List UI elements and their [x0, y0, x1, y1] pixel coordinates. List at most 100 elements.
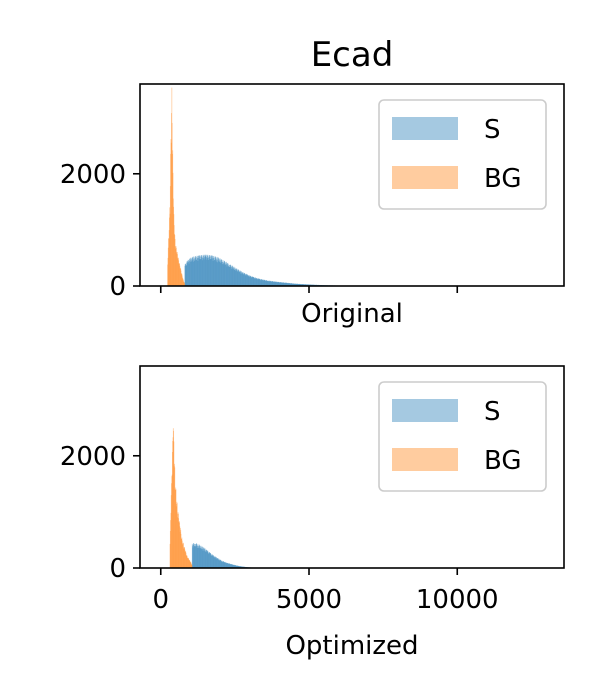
histogram-bar-s	[241, 271, 242, 286]
histogram-bar-s	[285, 282, 287, 286]
histogram-bar-s	[263, 279, 265, 286]
histogram-bar-s	[197, 260, 199, 286]
histogram-bar-s	[215, 258, 217, 286]
histogram-bar-s	[301, 284, 303, 286]
histogram-bar-bg	[181, 537, 183, 568]
histogram-bar-s	[305, 284, 307, 286]
histogram-bar-s	[290, 283, 292, 286]
histogram-bar-bg	[177, 517, 178, 568]
histogram-bar-s	[192, 545, 194, 568]
histogram-bar-bg	[179, 526, 181, 568]
histogram-bar-s	[223, 264, 225, 286]
histogram-bar-s	[189, 258, 191, 286]
legend-label-s: S	[484, 397, 501, 427]
histogram-bar-bg	[176, 253, 177, 286]
histogram-bar-s	[190, 257, 192, 286]
histogram-bar-s	[196, 256, 198, 286]
histogram-bar-s	[239, 270, 241, 286]
histogram-bar-bg	[173, 206, 175, 286]
histogram-bar-s	[194, 543, 196, 568]
histogram-bar-s	[264, 279, 266, 286]
histogram-bar-s	[234, 267, 236, 286]
histogram-bar-s	[249, 276, 250, 286]
histogram-bar-s	[270, 281, 272, 286]
histogram-bar-bg	[188, 558, 190, 568]
histogram-bar-bg	[190, 562, 192, 568]
histogram-bar-s	[300, 284, 301, 286]
histogram-bar-s	[250, 275, 252, 286]
histogram-bar-s	[232, 268, 234, 286]
histogram-bar-s	[196, 543, 197, 568]
histogram-bar-s	[282, 282, 284, 286]
histogram-bar-s	[215, 261, 217, 286]
legend-swatch-s	[392, 117, 458, 140]
histogram-bar-s	[194, 544, 196, 568]
histogram-bar-s	[231, 267, 233, 286]
histogram-bar-s	[263, 280, 265, 286]
histogram-bar-s	[210, 256, 212, 286]
histogram-bar-s	[291, 283, 293, 286]
histogram-bar-s	[215, 558, 217, 568]
histogram-bar-s	[195, 256, 196, 286]
histogram-bar-bg	[185, 550, 186, 568]
histogram-bar-s	[220, 259, 222, 286]
histogram-bar-s	[193, 259, 195, 286]
histogram-bar-s	[248, 275, 250, 286]
histogram-bar-s	[219, 258, 221, 286]
histogram-bar-s	[273, 281, 274, 286]
legend-swatch-s	[392, 399, 458, 422]
histogram-bar-s	[240, 566, 242, 568]
histogram-bar-s	[250, 275, 251, 286]
histogram-bar-s	[198, 548, 199, 568]
histogram-bar-s	[214, 260, 216, 286]
histogram-bar-s	[276, 282, 278, 286]
histogram-bar-s	[283, 282, 285, 286]
histogram-bar-s	[228, 264, 230, 286]
histogram-bar-s	[195, 543, 197, 568]
histogram-bar-s	[305, 284, 306, 286]
histogram-bar-s	[278, 282, 280, 286]
histogram-bar-bg	[171, 483, 172, 568]
histogram-bar-s	[202, 548, 204, 568]
histogram-bar-s	[297, 283, 299, 286]
histogram-bar-s	[270, 280, 272, 286]
histogram-bar-s	[232, 266, 234, 286]
histogram-bar-s	[218, 258, 220, 286]
histogram-bar-s	[193, 543, 194, 568]
histogram-bar-s	[192, 259, 194, 286]
histogram-bar-s	[200, 545, 202, 568]
histogram-bar-s	[251, 277, 252, 286]
histogram-bar-s	[290, 283, 291, 286]
histogram-bar-s	[233, 266, 235, 286]
histogram-bar-s	[276, 282, 277, 286]
histogram-bar-s	[225, 262, 227, 286]
histogram-bar-s	[278, 281, 279, 286]
histogram-bar-s	[288, 283, 290, 286]
histogram-bar-s	[282, 282, 283, 286]
histogram-bar-s	[293, 283, 295, 286]
histogram-bar-s	[246, 274, 248, 286]
histogram-bar-s	[256, 278, 258, 286]
histogram-bar-s	[223, 562, 225, 568]
histogram-bar-s	[299, 283, 301, 286]
histogram-bar-s	[237, 270, 239, 286]
histogram-bar-s	[201, 546, 203, 568]
histogram-bar-s	[205, 550, 207, 568]
histogram-bar-s	[262, 279, 264, 286]
histogram-bar-s	[229, 267, 231, 286]
histogram-bar-s	[192, 256, 193, 286]
legend-original: S BG	[378, 99, 547, 210]
histogram-bar-s	[246, 275, 248, 286]
histogram-bar-s	[216, 558, 218, 568]
histogram-bar-s	[299, 284, 301, 286]
histogram-bar-s	[223, 262, 225, 286]
histogram-bar-s	[302, 284, 304, 286]
histogram-bar-s	[203, 259, 205, 286]
histogram-bar-s	[234, 269, 236, 286]
histogram-bar-s	[188, 260, 189, 286]
histogram-bar-s	[221, 561, 223, 568]
histogram-bar-s	[219, 258, 221, 286]
histogram-bar-bg	[186, 555, 188, 568]
histogram-bar-s	[302, 284, 304, 286]
